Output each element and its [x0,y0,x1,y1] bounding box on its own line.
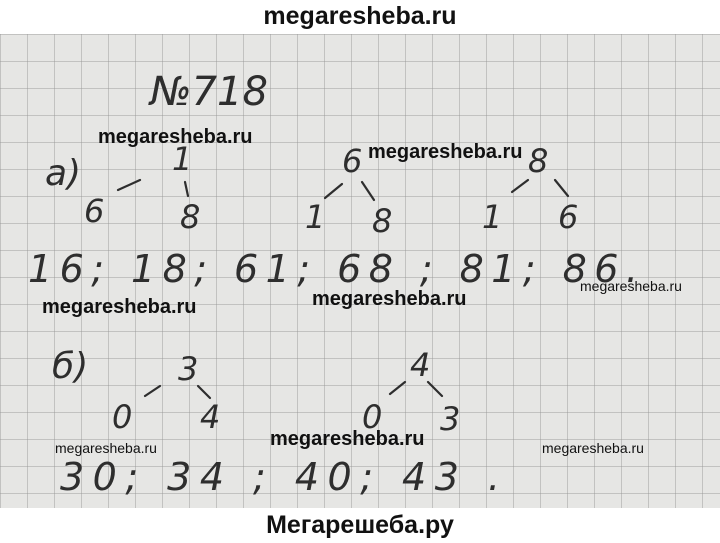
tree-branch [143,384,162,398]
site-footer: Мегарешеба.ру [0,508,720,543]
watermark: megaresheba.ru [98,126,253,148]
watermark: megaresheba.ru [580,278,682,294]
tree-branch [323,182,344,200]
tree-leaf: 6 [558,198,578,236]
tree-leaf: 1 [482,198,502,236]
tree-root: 3 [178,350,198,388]
tree-leaf: 8 [372,202,392,240]
site-header: megaresheba.ru [0,0,720,34]
watermark: megaresheba.ru [312,288,467,310]
tree-leaf: 1 [305,198,325,236]
part-a-label: а) [45,153,81,194]
tree-leaf: 4 [200,398,220,436]
part-b-label: б) [52,346,88,387]
tree-leaf: 6 [84,192,104,230]
tree-leaf: 0 [112,398,132,436]
watermark: megaresheba.ru [42,296,197,318]
tree-branch [183,180,190,198]
tree-leaf: 8 [180,198,200,236]
watermark: megaresheba.ru [270,428,425,450]
tree-root: 6 [342,142,362,180]
tree-branch [388,380,407,396]
tree-branch [510,178,530,194]
tree-root: 8 [528,142,548,180]
watermark: megaresheba.ru [55,440,157,456]
graph-paper [0,34,720,508]
watermark: megaresheba.ru [542,440,644,456]
part-b-answer: 30; 34 ; 40; 43 . [60,455,500,499]
tree-leaf: 3 [440,400,460,438]
problem-number: №718 [148,69,268,115]
tree-root: 1 [172,140,192,178]
tree-branch [196,384,212,400]
watermark: megaresheba.ru [368,141,523,163]
tree-branch [360,180,376,202]
tree-root: 4 [410,346,430,384]
part-a-answer: 16; 18; 61; 68 ; 81; 86. [28,247,638,291]
tree-branch [553,178,570,198]
tree-branch [116,178,142,192]
tree-leaf: 0 [362,398,382,436]
tree-branch [426,380,444,398]
